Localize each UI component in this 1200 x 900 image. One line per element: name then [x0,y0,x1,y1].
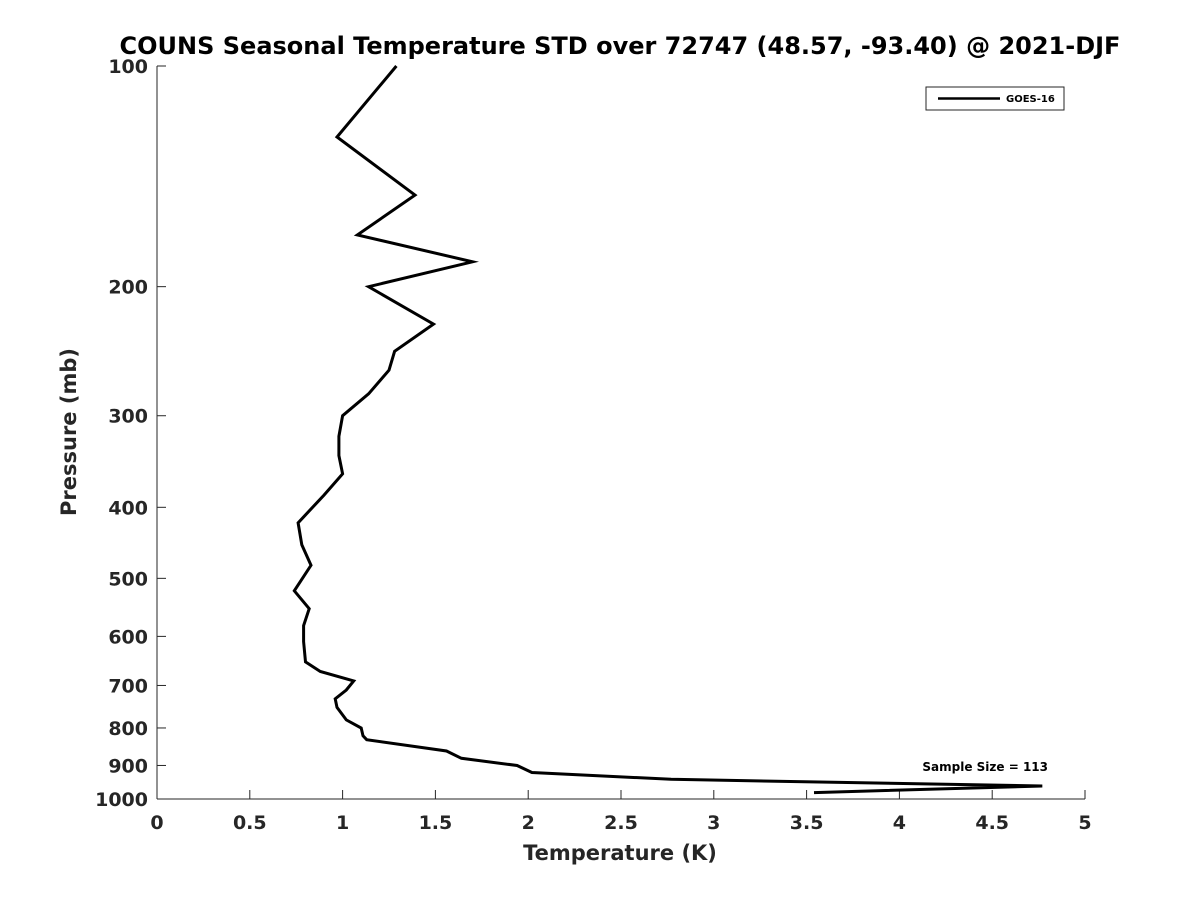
x-tick-label: 2 [522,812,535,834]
y-tick-label: 700 [108,675,148,697]
y-tick-label: 900 [108,755,148,777]
y-tick-label: 400 [108,497,148,519]
axes [156,66,1085,800]
y-ticks: 100 200 300 400 500 600 700 800 900 1000 [95,56,166,811]
x-tick-label: 0 [150,812,163,834]
x-tick-label: 4 [893,812,906,834]
y-tick-label: 100 [108,56,148,78]
y-axis-label: Pressure (mb) [57,348,81,516]
x-axis-label: Temperature (K) [523,841,717,865]
x-tick-label: 3 [707,812,720,834]
x-tick-label: 4.5 [975,812,1009,834]
series-line-0 [292,65,1043,795]
y-tick-label: 300 [108,406,148,428]
x-ticks: 0 0.5 1 1.5 2 2.5 3 3.5 4 4.5 5 [150,790,1092,834]
x-tick-label: 2.5 [604,812,638,834]
x-tick-label: 1.5 [419,812,453,834]
sample-size-annotation: Sample Size = 113 [922,760,1048,774]
chart-title: COUNS Seasonal Temperature STD over 7274… [120,32,1121,60]
y-tick-label: 600 [108,626,148,648]
y-tick-label: 200 [108,277,148,299]
legend: GOES-16 [925,86,1065,111]
x-tick-label: 1 [336,812,349,834]
legend-label: GOES-16 [1006,94,1055,105]
y-tick-label: 1000 [95,789,148,811]
x-tick-label: 3.5 [790,812,824,834]
x-tick-label: 0.5 [233,812,267,834]
series-lines [292,65,1043,795]
x-tick-label: 5 [1078,812,1091,834]
y-tick-label: 800 [108,718,148,740]
y-tick-label: 500 [108,568,148,590]
